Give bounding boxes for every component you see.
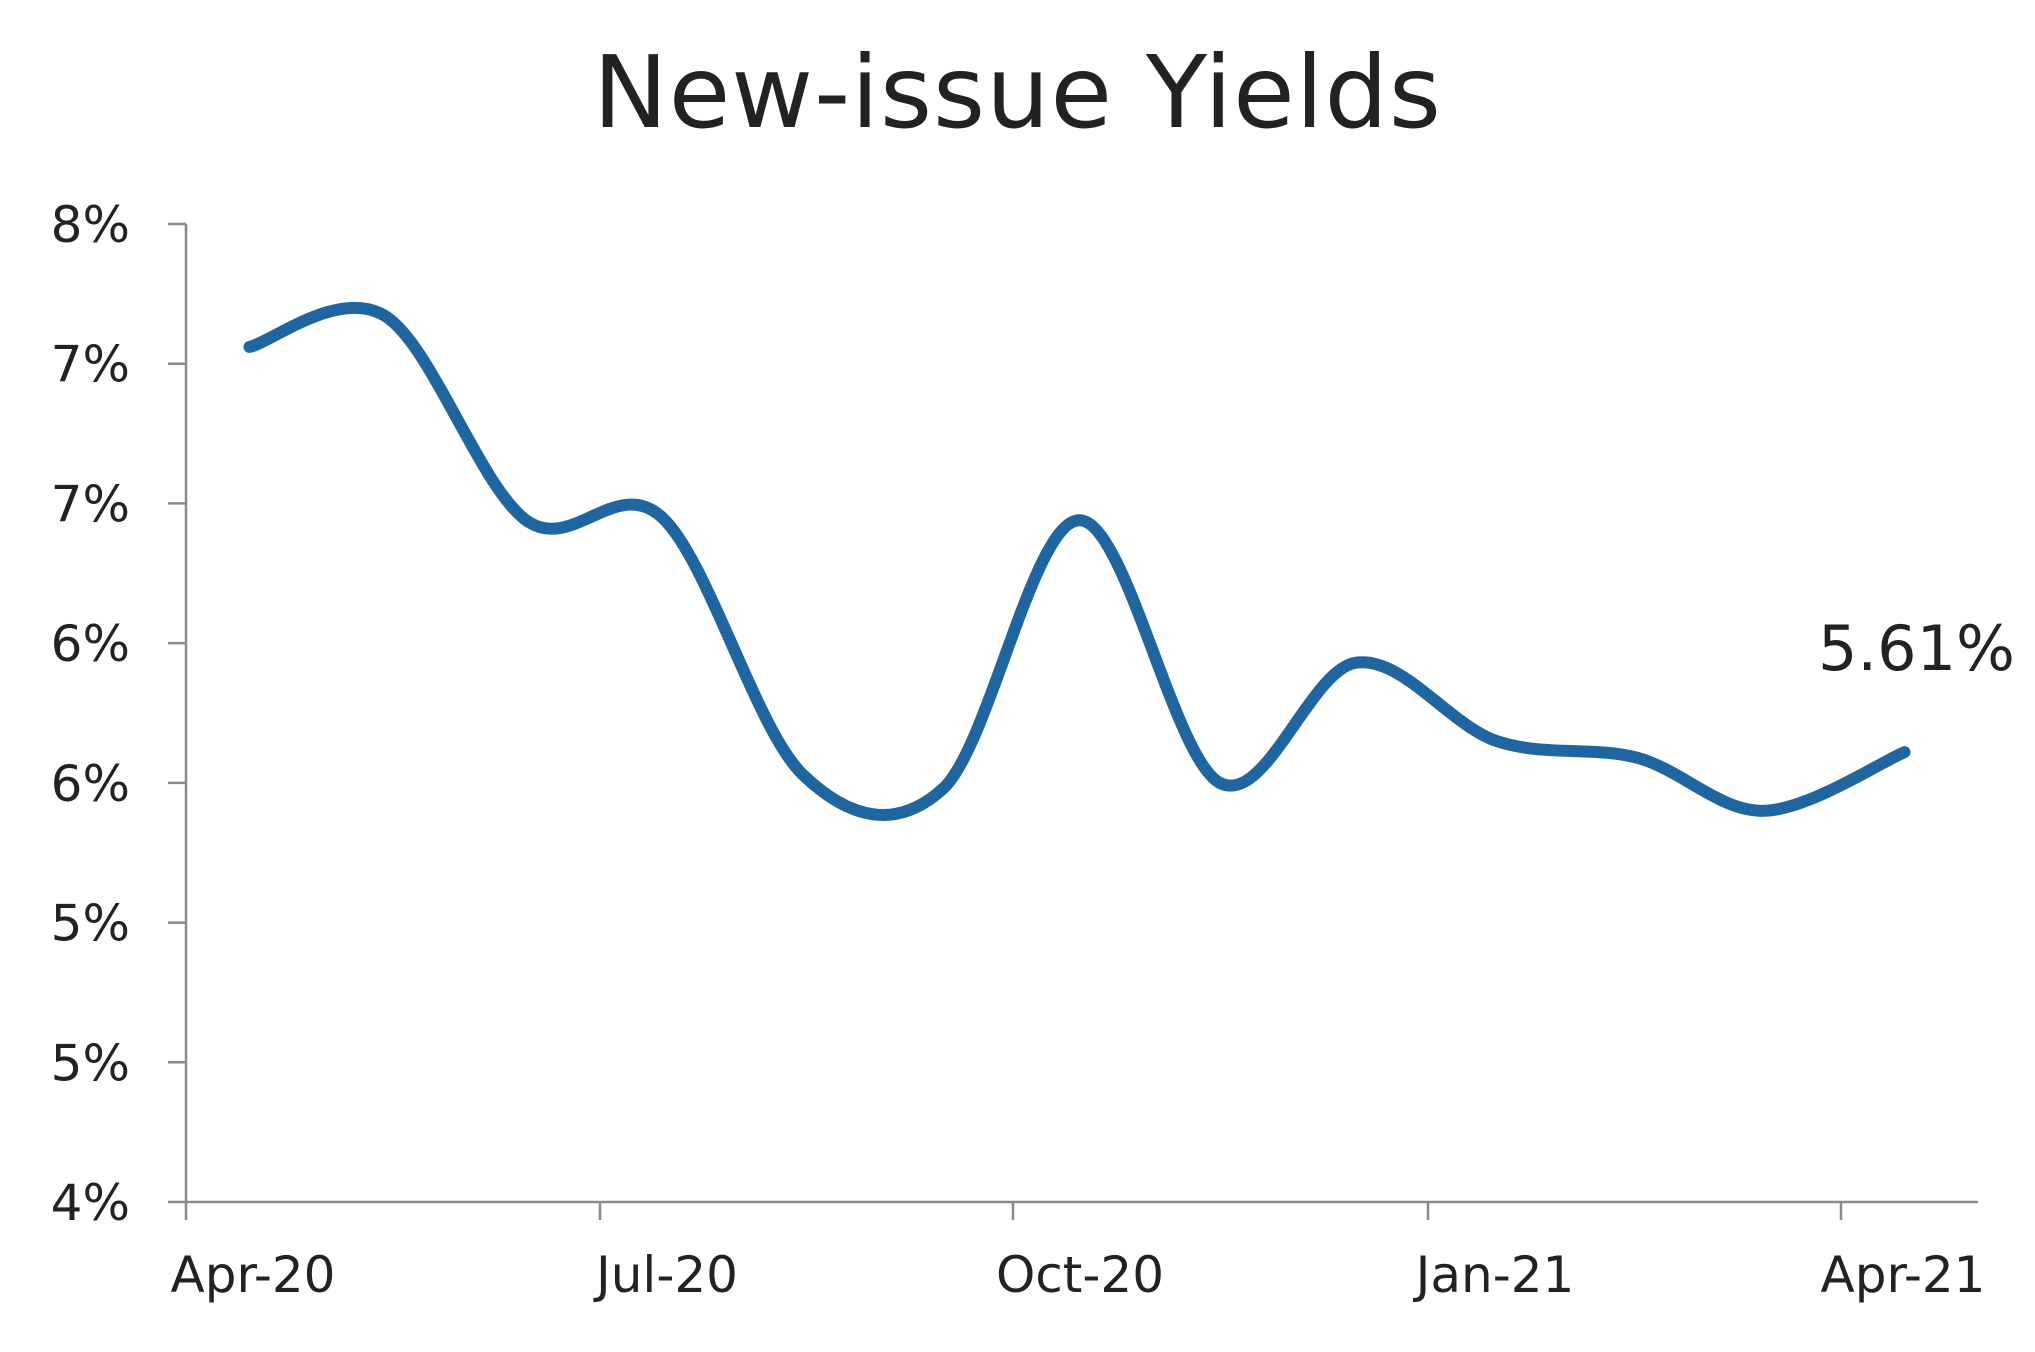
x-tick-label: Jan-21 xyxy=(1413,1246,1575,1304)
y-tick-label: 5% xyxy=(51,1034,130,1092)
x-tick-label: Oct-20 xyxy=(996,1246,1164,1304)
y-tick-label: 6% xyxy=(51,755,130,813)
data-label: 5.61% xyxy=(1818,612,2015,685)
y-tick-label: 7% xyxy=(51,336,130,394)
y-tick-label: 7% xyxy=(51,475,130,533)
y-tick-label: 8% xyxy=(51,196,130,254)
x-tick-label: Apr-21 xyxy=(1821,1246,1986,1304)
y-tick-label: 5% xyxy=(51,895,130,953)
y-tick-label: 6% xyxy=(51,615,130,673)
y-tick-label: 4% xyxy=(51,1174,130,1232)
x-tick-label: Apr-20 xyxy=(171,1246,336,1304)
series-line xyxy=(243,301,1911,821)
x-tick-label: Jul-20 xyxy=(593,1246,738,1304)
chart-title: New-issue Yields xyxy=(592,34,1443,151)
